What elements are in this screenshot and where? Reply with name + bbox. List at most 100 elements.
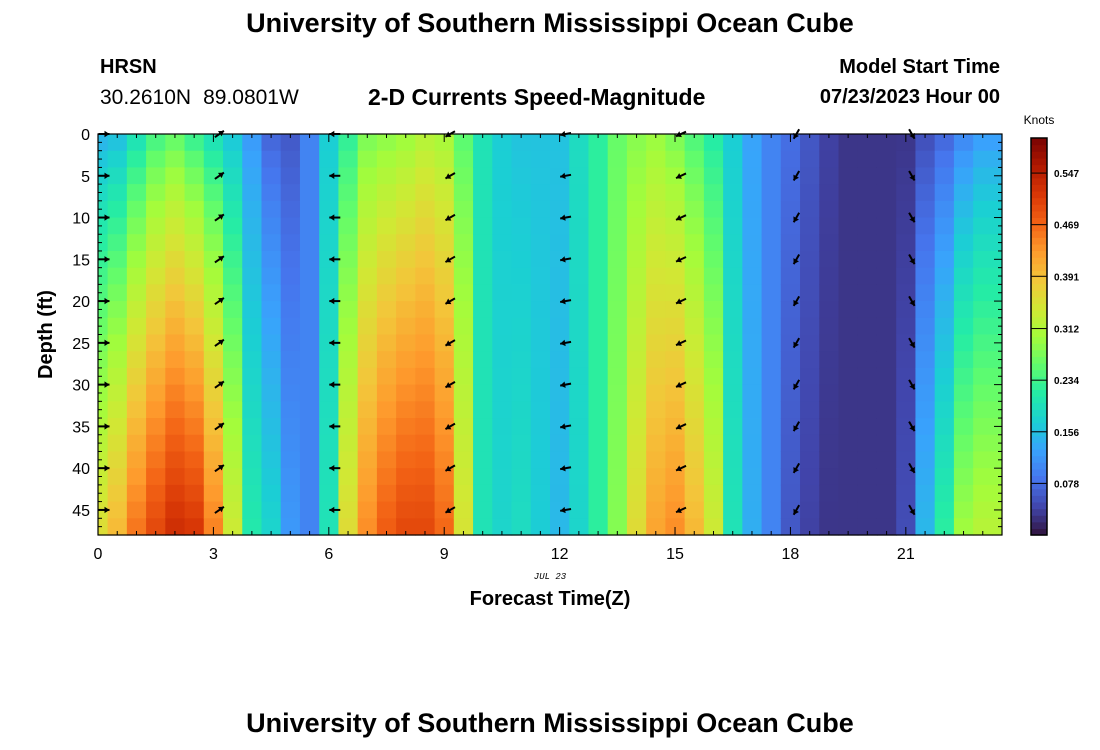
heatmap-cell bbox=[646, 351, 667, 369]
heatmap-cell bbox=[761, 451, 782, 469]
heatmap-cell bbox=[126, 351, 147, 369]
heatmap-cell bbox=[819, 184, 840, 202]
heatmap-cell bbox=[223, 518, 243, 536]
heatmap-cell bbox=[838, 418, 859, 436]
heatmap-cell bbox=[184, 334, 205, 352]
heatmap-cell bbox=[703, 451, 724, 469]
heatmap-cell bbox=[896, 384, 917, 402]
heatmap-cell bbox=[665, 250, 686, 269]
heatmap-cell bbox=[492, 134, 513, 152]
colorbar-swatch bbox=[1031, 362, 1047, 371]
heatmap-cell bbox=[261, 501, 282, 519]
heatmap-cell bbox=[800, 367, 820, 386]
heatmap-cell bbox=[396, 418, 416, 436]
heatmap-cell bbox=[299, 418, 320, 436]
heatmap-cell bbox=[415, 167, 436, 185]
heatmap-cell bbox=[299, 317, 320, 336]
y-tick-label: 45 bbox=[72, 503, 90, 520]
x-axis-label: Forecast Time(Z) bbox=[470, 588, 631, 610]
heatmap-cell bbox=[415, 234, 436, 252]
heatmap-cell bbox=[992, 234, 1002, 252]
heatmap-cell bbox=[242, 384, 263, 402]
heatmap-cell bbox=[665, 518, 686, 536]
heatmap-cell bbox=[665, 367, 686, 386]
heatmap-cell bbox=[126, 301, 147, 319]
heatmap-cell bbox=[550, 468, 570, 486]
heatmap-cell bbox=[453, 267, 474, 285]
heatmap-cell bbox=[934, 184, 955, 202]
heatmap-cell bbox=[780, 401, 801, 419]
heatmap-cell bbox=[530, 334, 551, 352]
heatmap-cell bbox=[896, 267, 917, 285]
heatmap-cell bbox=[319, 150, 340, 169]
heatmap-cell bbox=[473, 518, 493, 536]
heatmap-cell bbox=[223, 451, 243, 469]
heatmap-cell bbox=[626, 234, 647, 252]
heatmap-cell bbox=[703, 367, 724, 386]
heatmap-cell bbox=[953, 217, 974, 235]
x-tick-label: 3 bbox=[209, 546, 218, 563]
heatmap-cell bbox=[473, 200, 493, 219]
heatmap-cell bbox=[376, 451, 397, 469]
heatmap-cell bbox=[626, 250, 647, 269]
heatmap-cell bbox=[126, 267, 147, 285]
heatmap-cell bbox=[550, 200, 570, 219]
heatmap-cell bbox=[665, 134, 686, 152]
heatmap-cell bbox=[319, 167, 340, 185]
heatmap-cell bbox=[319, 501, 340, 519]
y-tick-label: 0 bbox=[81, 127, 90, 144]
heatmap-cell bbox=[453, 234, 474, 252]
heatmap-cell bbox=[453, 418, 474, 436]
heatmap-cell bbox=[280, 384, 301, 402]
heatmap-cell bbox=[261, 434, 282, 453]
heatmap-cell bbox=[973, 301, 993, 319]
heatmap-cell bbox=[107, 150, 128, 169]
colorbar-swatch bbox=[1031, 349, 1047, 357]
heatmap-cell bbox=[915, 167, 936, 185]
heatmap-cell bbox=[415, 401, 436, 419]
heatmap-cell bbox=[915, 150, 936, 169]
heatmap-cell bbox=[184, 317, 205, 336]
heatmap-cell bbox=[98, 301, 109, 319]
heatmap-cell bbox=[896, 434, 917, 453]
heatmap-cell bbox=[973, 434, 993, 453]
heatmap-cell bbox=[299, 367, 320, 386]
heatmap-cell bbox=[376, 317, 397, 336]
heatmap-cell bbox=[299, 401, 320, 419]
heatmap-cell bbox=[742, 301, 763, 319]
current-vector bbox=[98, 172, 110, 179]
heatmap-cell bbox=[126, 184, 147, 202]
heatmap-cell bbox=[876, 284, 897, 302]
heatmap-cell bbox=[780, 501, 801, 519]
heatmap-cell bbox=[511, 468, 532, 486]
colorbar-swatch bbox=[1031, 501, 1047, 510]
heatmap-cell bbox=[992, 434, 1002, 453]
heatmap-cell bbox=[588, 451, 609, 469]
heatmap-cell bbox=[550, 284, 570, 302]
heatmap-cell bbox=[242, 317, 263, 336]
heatmap-cell bbox=[184, 501, 205, 519]
heatmap-cell bbox=[550, 351, 570, 369]
heatmap-cell bbox=[703, 150, 724, 169]
heatmap-cell bbox=[761, 217, 782, 235]
heatmap-cell bbox=[357, 468, 378, 486]
heatmap-cell bbox=[742, 200, 763, 219]
heatmap-cell bbox=[761, 150, 782, 169]
heatmap-cell bbox=[242, 401, 263, 419]
heatmap-cell bbox=[934, 134, 955, 152]
heatmap-cell bbox=[319, 234, 340, 252]
heatmap-cell bbox=[146, 501, 166, 519]
heatmap-cell bbox=[626, 451, 647, 469]
heatmap-cell bbox=[280, 301, 301, 319]
heatmap-cell bbox=[915, 134, 936, 152]
heatmap-cell bbox=[973, 451, 993, 469]
heatmap-cell bbox=[934, 234, 955, 252]
heatmap-cell bbox=[107, 234, 128, 252]
heatmap-cell bbox=[646, 200, 667, 219]
heatmap-cell bbox=[876, 134, 897, 152]
heatmap-cell bbox=[473, 384, 493, 402]
heatmap-cell bbox=[434, 317, 455, 336]
heatmap-cell bbox=[588, 484, 609, 503]
current-vector bbox=[98, 339, 110, 347]
current-vector bbox=[908, 504, 916, 516]
